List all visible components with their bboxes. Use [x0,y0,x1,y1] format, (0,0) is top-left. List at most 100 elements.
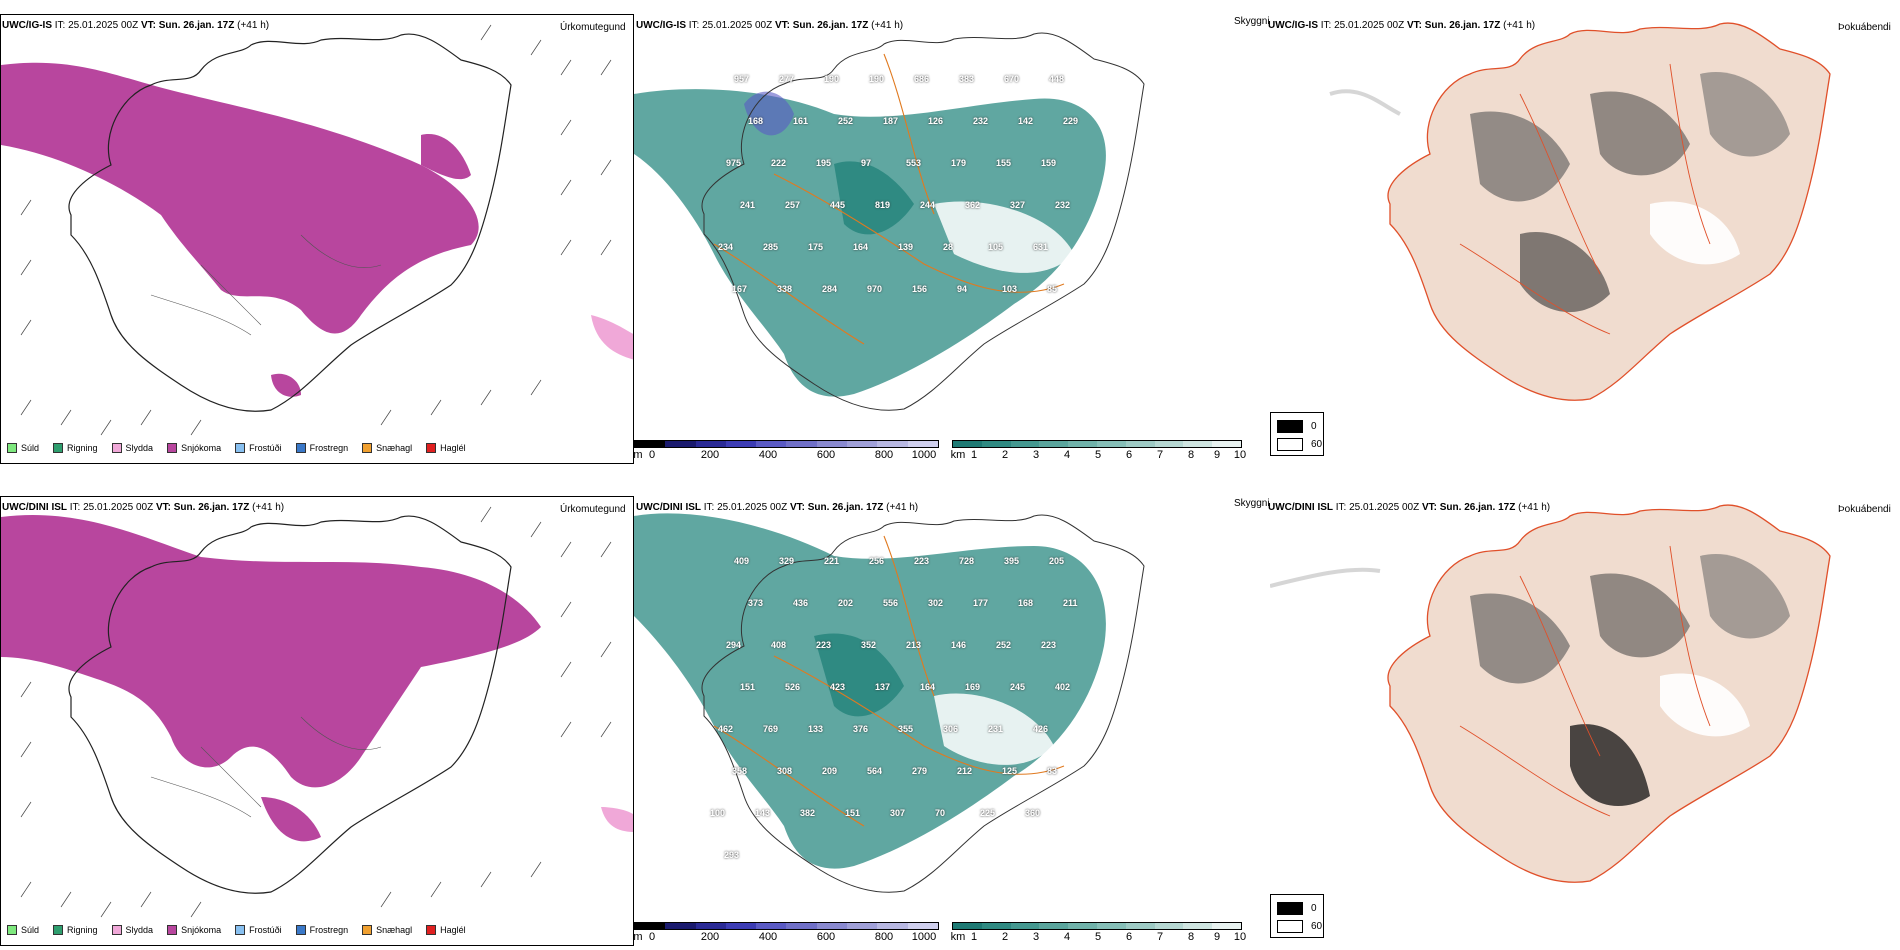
legend-swatch [167,925,178,935]
height-label: 223 [816,640,832,650]
height-label: 205 [1049,556,1065,566]
visibility-unit: km [950,449,966,461]
coastline [1387,504,1831,883]
legend-item: Frostregn [295,925,349,935]
legend-label: Haglél [440,925,466,935]
fog-map-row2 [1270,504,1831,883]
legend-swatch [235,443,246,453]
height-label: 105 [988,242,1004,252]
scale-step [695,923,726,929]
visibility-tick: 5 [1094,449,1102,461]
height-label: 244 [920,200,936,210]
height-label: 156 [912,284,928,294]
height-label: 327 [1010,200,1026,210]
height-label: 212 [957,766,973,776]
roads [150,234,382,336]
height-label: 256 [869,556,885,566]
fog-legend-row1: 0 60 [1270,412,1324,456]
legend-swatch [53,925,64,935]
visibility-tick: 6 [1125,449,1133,461]
vt-label: VT: [1406,20,1422,31]
model-name: UWC/DINI ISL [2,502,67,513]
height-label: 382 [800,808,816,818]
height-tick: 400 [758,931,778,943]
scale-step [1096,441,1126,447]
height-label: 94 [957,284,968,294]
fog-swatch [1277,902,1303,915]
valid-time: Sun. 26.jan. 17Z [807,502,884,513]
init-time: 25.01.2025 00Z [702,20,773,31]
header-row1-panel2: UWC/IG-IS IT: 25.01.2025 00Z VT: Sun. 26… [636,20,903,31]
visibility-tick: 4 [1063,449,1071,461]
height-label: 957 [734,74,750,84]
height-label: 211 [1063,598,1078,608]
legend-label: Frostúði [249,925,282,935]
visibility-area [814,633,904,717]
header-row1-panel1: UWC/IG-IS IT: 25.01.2025 00Z VT: Sun. 26… [2,20,269,31]
header-row2-panel2: UWC/DINI ISL IT: 25.01.2025 00Z VT: Sun.… [636,502,918,513]
visibility-tick: 3 [1032,931,1040,943]
height-label: 103 [1002,284,1018,294]
lead-time: (+41 h) [237,20,270,31]
height-label: 187 [883,116,899,126]
scale-step [1154,441,1184,447]
precip-legend-row1: Súld Rigning Slydda Snjókoma Frostúði Fr… [7,441,480,455]
visibility-tick: 8 [1187,931,1195,943]
height-label: 284 [822,284,838,294]
height-label: 373 [748,598,764,608]
scale-step [877,923,908,929]
vt-label: VT: [1421,502,1437,513]
height-tick: 0 [648,449,656,461]
fog-area [1470,593,1570,684]
height-label: 294 [726,640,742,650]
scale-step [816,441,848,447]
precip-map-row1 [1,24,633,436]
height-label: 395 [1004,556,1020,566]
height-label: 229 [1063,116,1079,126]
visibility-clear-area [934,693,1054,765]
height-label: 360 [1025,808,1041,818]
legend-label: Frostúði [249,443,282,453]
fog-value: 60 [1311,439,1323,450]
scale-step [725,923,757,929]
legend-label: Frostregn [309,925,349,935]
it-label: IT: [54,20,66,31]
offshore-fog [1270,567,1381,588]
height-label: 252 [996,640,1012,650]
valid-time: Sun. 26.jan. 17Z [173,502,250,513]
height-label: 190 [869,74,885,84]
visibility-area [634,89,1106,397]
height-label: 161 [793,116,809,126]
clear-area [1650,201,1740,265]
height-label: 83 [1047,766,1058,776]
height-label: 232 [973,116,989,126]
height-label: 164 [920,682,936,692]
visibility-panel-row2: 409 329 221 256 223 728 395 205 373 436 202 556 302 1… [634,496,1270,946]
height-label: 195 [816,158,832,168]
scale-step [847,441,878,447]
vt-label: VT: [774,20,790,31]
height-tick: 400 [758,449,778,461]
vt-label: VT: [789,502,805,513]
fog-swatch [1277,438,1303,451]
visibility-tick: 1 [970,449,978,461]
legend-item: Slydda [111,443,153,453]
scale-step [786,441,817,447]
scale-step [1010,441,1040,447]
panel-title: Þokuábendi [1838,22,1891,33]
height-label: 190 [824,74,840,84]
height-label: 223 [1041,640,1057,650]
it-label: IT: [703,502,715,513]
legend-item: Haglél [426,925,466,935]
height-label: 553 [906,158,922,168]
height-tick: 1000 [911,449,937,461]
init-time: 25.01.2025 00Z [83,502,154,513]
height-tick: 800 [874,931,894,943]
scale-step [1068,441,1097,447]
height-label: 355 [898,724,914,734]
legend-swatch [235,925,246,935]
legend-swatch [426,443,437,453]
height-label: 70 [935,808,946,818]
roads [1459,545,1711,817]
height-scale-bar [634,440,939,448]
